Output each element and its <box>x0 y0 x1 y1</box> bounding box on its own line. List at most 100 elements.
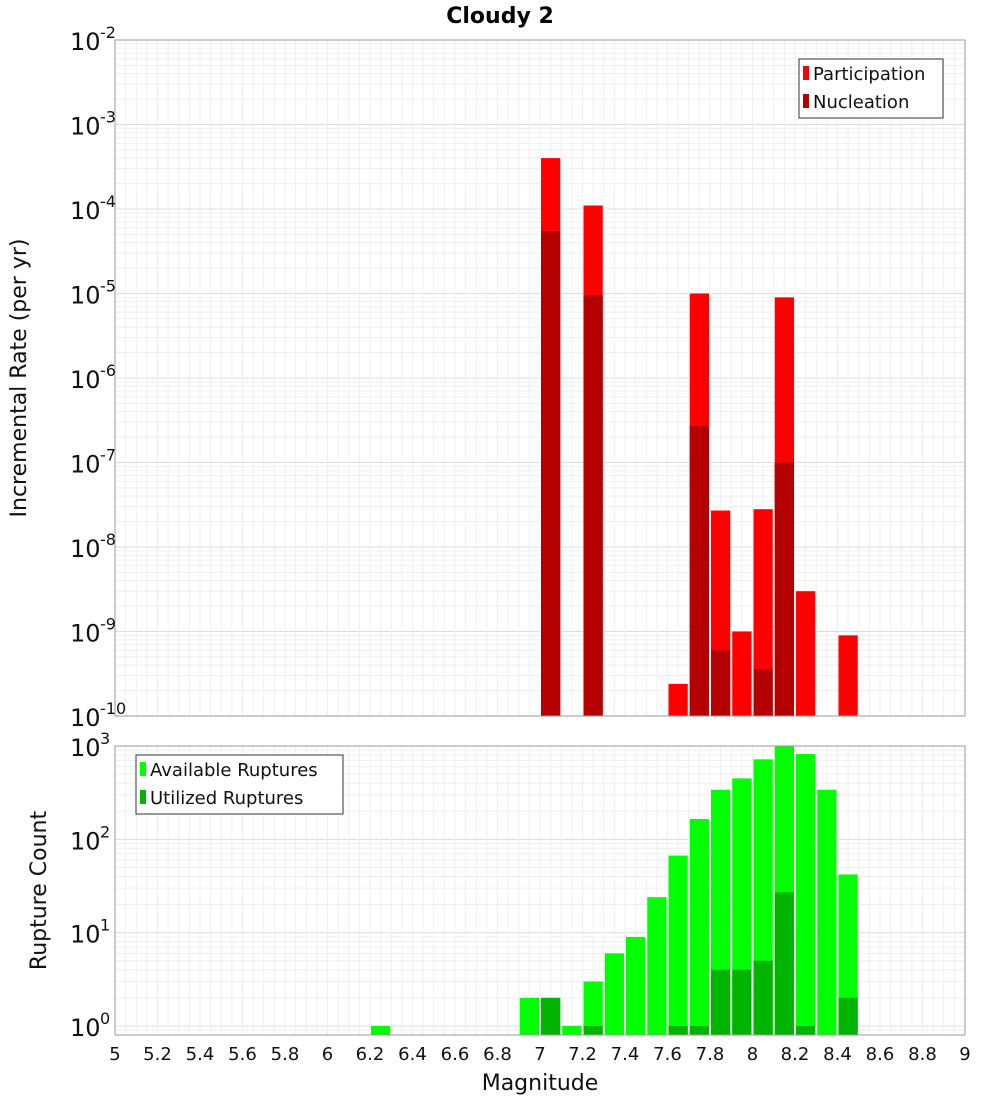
bar <box>838 635 858 716</box>
y-tick-label: 10 <box>70 921 101 949</box>
y-tick-exponent: 1 <box>100 916 110 935</box>
bar <box>711 650 731 716</box>
y-tick-exponent: -6 <box>100 361 116 380</box>
y-tick-exponent: -3 <box>100 108 116 127</box>
bar <box>838 997 858 1035</box>
bar <box>753 509 773 716</box>
y-tick-label: 10 <box>70 620 101 648</box>
x-tick-label: 7 <box>534 1044 545 1065</box>
bar <box>668 1025 688 1035</box>
bar <box>583 295 603 716</box>
bar <box>562 1025 582 1035</box>
bar <box>796 1025 816 1035</box>
y-tick-label: 10 <box>70 734 101 762</box>
bar <box>753 960 773 1035</box>
x-tick-label: 5.4 <box>186 1044 215 1065</box>
x-tick-label: 5 <box>109 1044 120 1065</box>
y-tick-exponent: 3 <box>100 729 110 748</box>
y-tick-label: 10 <box>70 1014 101 1042</box>
bar <box>583 1025 603 1035</box>
x-tick-label: 5.2 <box>143 1044 172 1065</box>
x-axis-label: Magnitude <box>482 1071 599 1096</box>
y-tick-label: 10 <box>70 197 101 225</box>
plot-frame <box>114 745 966 1036</box>
y-tick-label: 10 <box>70 282 101 310</box>
y-tick-exponent: 2 <box>100 822 110 841</box>
x-tick-label: 8.6 <box>866 1044 895 1065</box>
bar <box>541 997 561 1035</box>
legend-label: Participation <box>813 64 925 85</box>
y-tick-exponent: -4 <box>100 192 116 211</box>
gridlines <box>114 39 966 717</box>
legend-label: Nucleation <box>813 92 909 113</box>
x-tick-label: 6 <box>322 1044 333 1065</box>
bar <box>583 981 603 1035</box>
series-utilized-ruptures <box>541 892 858 1035</box>
y-tick-labels: 10-210-310-410-510-610-710-810-910-10 <box>70 23 126 732</box>
legend-label: Available Ruptures <box>150 760 318 781</box>
x-tick-labels: 5 5.2 5.4 5.6 5.8 6 6.2 6.4 6.6 6.8 7 7.2 7.4 7.6 7.8 8… <box>109 1044 970 1065</box>
bar <box>689 819 709 1035</box>
y-tick-exponent: -7 <box>100 446 116 465</box>
x-tick-label: 6.6 <box>441 1044 470 1065</box>
x-tick-label: 8.2 <box>781 1044 810 1065</box>
bar <box>732 969 752 1035</box>
bar <box>689 426 709 716</box>
panel-rate: 10-210-310-410-510-610-710-810-910 -10 Inc… <box>7 23 966 732</box>
y-tick-exponent: -2 <box>100 23 116 42</box>
bar <box>541 230 561 717</box>
bar <box>774 462 794 716</box>
y-tick-label: 10 <box>70 113 101 141</box>
legend-swatch <box>140 790 146 804</box>
y-tick-label: 10 <box>70 704 101 732</box>
x-tick-label: 7.6 <box>653 1044 682 1065</box>
chart-title: Cloudy 2 <box>446 4 554 29</box>
bar <box>519 997 539 1035</box>
bar <box>817 789 837 1035</box>
legend-label: Utilized Ruptures <box>150 788 303 809</box>
chart-panels: 10-210-310-410-510-610-710-810-910 -10 Inc… <box>7 23 971 1065</box>
y-axis-label: Rupture Count <box>27 811 52 971</box>
bar <box>796 591 816 716</box>
x-tick-label: 9 <box>959 1044 970 1065</box>
y-axis-label: Incremental Rate (per yr) <box>7 239 32 518</box>
bar <box>371 1025 391 1035</box>
x-tick-label: 6.4 <box>398 1044 427 1065</box>
x-tick-label: 8 <box>747 1044 758 1065</box>
plot-frame <box>114 39 966 717</box>
bar <box>668 855 688 1035</box>
legend-swatch <box>803 94 809 108</box>
x-tick-label: 5.6 <box>228 1044 257 1065</box>
bar <box>711 969 731 1035</box>
y-tick-label: 10 <box>70 827 101 855</box>
x-tick-label: 5.8 <box>271 1044 300 1065</box>
legend: Available Ruptures Utilized Ruptures <box>135 754 344 815</box>
bar <box>796 754 816 1035</box>
legend-swatch <box>803 66 809 80</box>
bar <box>668 683 688 716</box>
y-tick-label: 10 <box>70 451 101 479</box>
x-tick-label: 8.8 <box>908 1044 937 1065</box>
y-tick-exponent: -5 <box>100 277 116 296</box>
y-tick-exponent: -8 <box>100 530 116 549</box>
bar <box>753 668 773 716</box>
bar <box>604 953 624 1035</box>
y-tick-label: 10 <box>70 366 101 394</box>
y-tick-label: 10 <box>70 28 101 56</box>
legend-swatch <box>140 762 146 776</box>
y-tick-label: 10 <box>70 535 101 563</box>
bar <box>647 897 667 1035</box>
x-tick-label: 8.4 <box>823 1044 852 1065</box>
legend-box <box>135 754 344 815</box>
legend-box <box>798 58 944 119</box>
series-nucleation <box>541 230 794 717</box>
bar <box>732 631 752 716</box>
x-tick-label: 6.2 <box>356 1044 385 1065</box>
x-tick-label: 7.2 <box>568 1044 597 1065</box>
x-tick-label: 7.8 <box>696 1044 725 1065</box>
y-tick-exponent: -10 <box>100 699 126 718</box>
bar <box>689 1025 709 1035</box>
